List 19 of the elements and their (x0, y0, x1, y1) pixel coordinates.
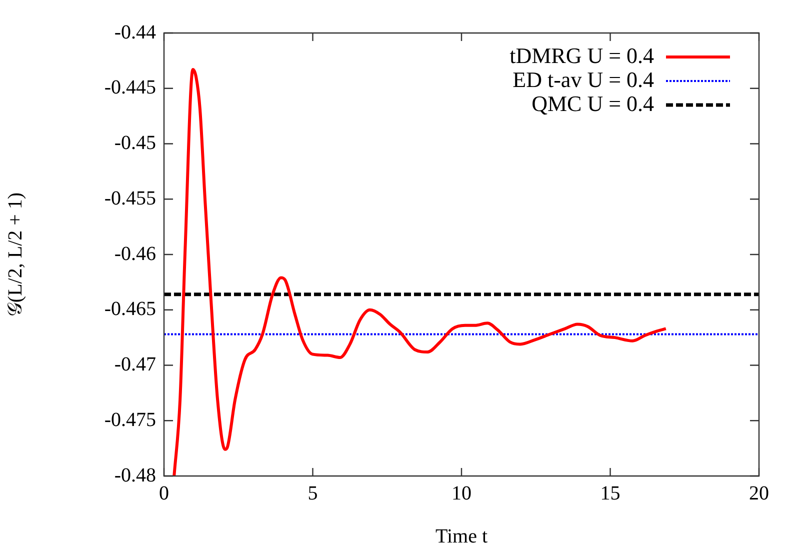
x-tick-label: 10 (452, 482, 472, 504)
legend-label: ED t-av U = 0.4 (512, 66, 654, 92)
y-tick-label: -0.47 (114, 354, 156, 376)
x-tick-label: 0 (159, 482, 169, 504)
y-axis-title: 𝒢(L/2, L/2 + 1) (4, 192, 26, 317)
y-tick-label: -0.45 (114, 132, 156, 154)
y-tick-label: -0.44 (114, 21, 156, 44)
x-tick-label: 15 (600, 482, 620, 504)
x-axis-title: Time t (435, 525, 488, 548)
x-tick-label: 5 (308, 482, 318, 504)
legend-label: tDMRG U = 0.4 (510, 42, 654, 68)
y-tick-label: -0.48 (114, 464, 156, 486)
y-tick-label: -0.465 (104, 298, 156, 320)
legend-label: QMC U = 0.4 (532, 90, 654, 116)
y-tick-label: -0.455 (104, 187, 156, 210)
y-tick-label: -0.46 (114, 242, 156, 265)
y-tick-label: -0.445 (104, 76, 156, 99)
y-tick-label: -0.475 (104, 408, 156, 431)
x-tick-label: 20 (749, 482, 769, 504)
